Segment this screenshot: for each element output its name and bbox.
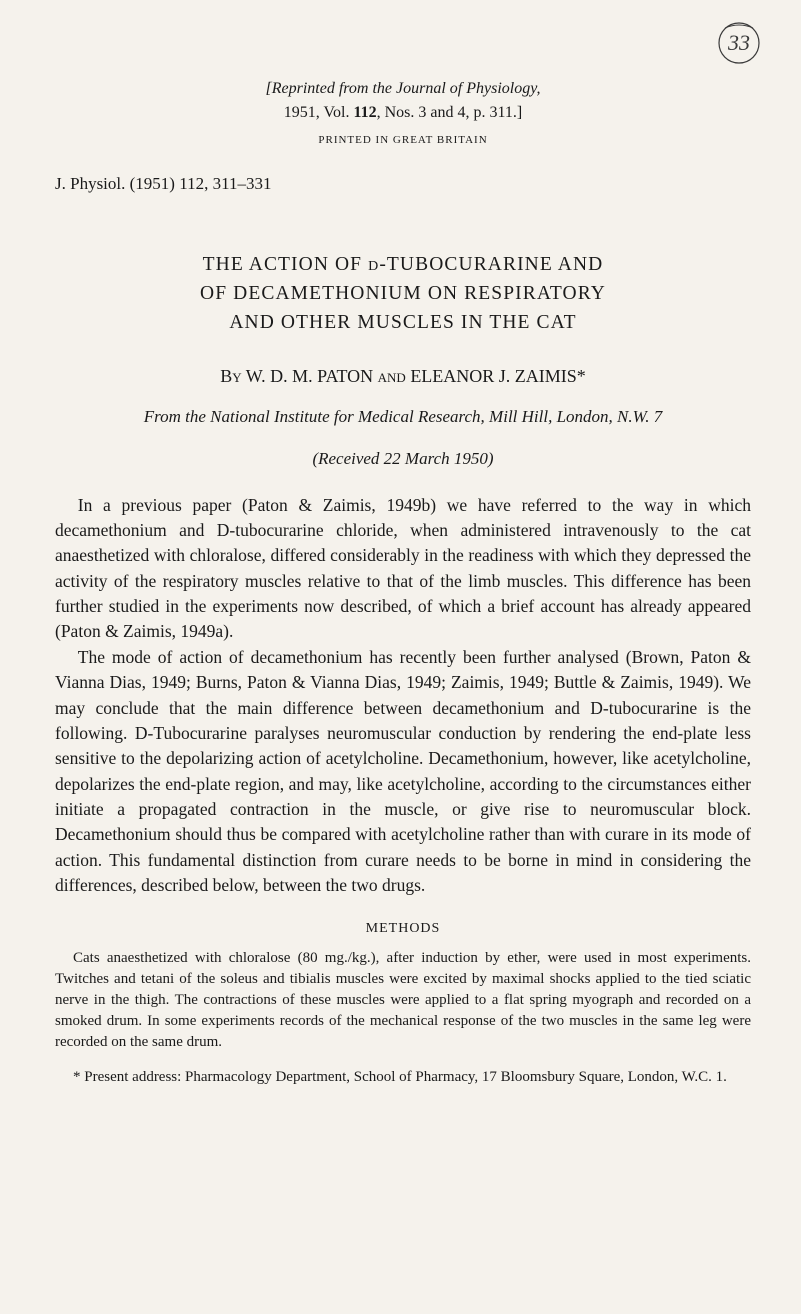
methods-paragraph-1: Cats anaesthetized with chloralose (80 m…: [55, 948, 751, 1053]
author-footnote: * Present address: Pharmacology Departme…: [55, 1067, 751, 1088]
author-byline: By W. D. M. PATON and ELEANOR J. ZAIMIS*: [55, 364, 751, 389]
by-label: By: [220, 366, 241, 386]
title-line-3: AND OTHER MUSCLES IN THE CAT: [55, 308, 751, 337]
corner-page-number-badge: 33: [715, 18, 763, 66]
author-names: W. D. M. PATON and ELEANOR J. ZAIMIS*: [242, 366, 586, 386]
reprint-line-1: [Reprinted from the Journal of Physiolog…: [55, 78, 751, 100]
title-line-2: OF DECAMETHONIUM ON RESPIRATORY: [55, 279, 751, 308]
body-paragraph-2: The mode of action of decamethonium has …: [55, 645, 751, 899]
corner-page-number: 33: [727, 30, 750, 55]
reprint-volume-info: 1951, Vol. 112, Nos. 3 and 4, p. 311.]: [284, 104, 522, 121]
methods-heading: METHODS: [55, 919, 751, 939]
body-paragraph-1: In a previous paper (Paton & Zaimis, 194…: [55, 493, 751, 645]
methods-text: Cats anaesthetized with chloralose (80 m…: [55, 948, 751, 1053]
footnote-text: * Present address: Pharmacology Departme…: [55, 1067, 751, 1088]
circle-icon: 33: [715, 18, 763, 66]
reprint-attribution: [Reprinted from the Journal of Physiolog…: [55, 78, 751, 148]
author-affiliation: From the National Institute for Medical …: [55, 405, 751, 429]
received-date: (Received 22 March 1950): [55, 447, 751, 471]
reprint-prefix: [Reprinted from the: [266, 80, 397, 97]
journal-reference: J. Physiol. (1951) 112, 311–331: [55, 172, 751, 196]
reprint-journal-name: Journal of Physiology,: [396, 80, 540, 97]
title-line-1: THE ACTION OF d-TUBOCURARINE AND: [55, 250, 751, 279]
body-text: In a previous paper (Paton & Zaimis, 194…: [55, 493, 751, 899]
article-title: THE ACTION OF d-TUBOCURARINE AND OF DECA…: [55, 250, 751, 338]
printed-in-line: PRINTED IN GREAT BRITAIN: [55, 133, 751, 148]
reprint-line-2: 1951, Vol. 112, Nos. 3 and 4, p. 311.]: [55, 102, 751, 124]
